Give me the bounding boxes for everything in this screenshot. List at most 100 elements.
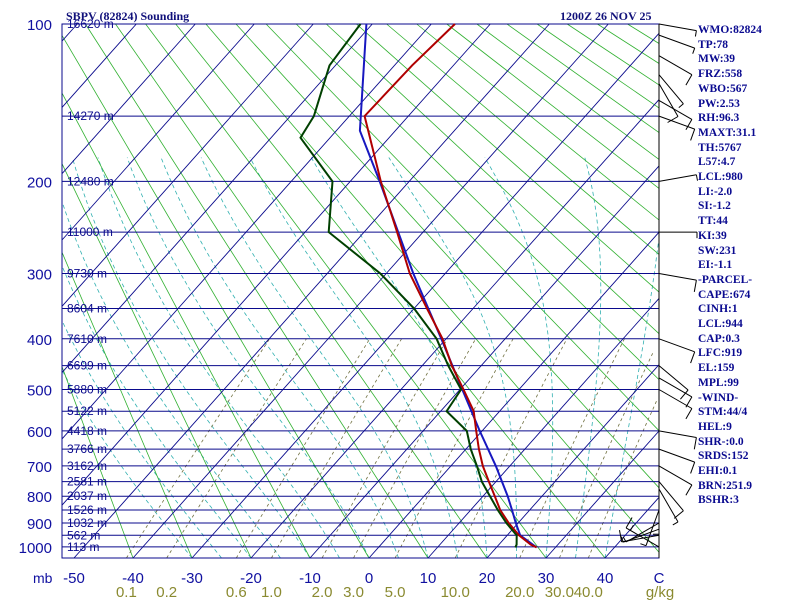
wind-barb	[658, 99, 693, 131]
mixing-ratio-tick-label: g/kg	[646, 584, 674, 600]
moist-adiabat-line	[61, 320, 222, 559]
height-label: 5122 m	[67, 404, 107, 418]
wind-barb-flag	[667, 116, 679, 123]
dry-adiabat-line	[627, 23, 660, 44]
dry-adiabat-line	[326, 23, 660, 334]
index-value: WMO:82824	[698, 24, 762, 36]
dry-adiabat-line	[61, 366, 134, 559]
dry-adiabat-line	[145, 23, 547, 559]
wind-barb-flag	[622, 536, 627, 543]
height-label: 562 m	[67, 528, 100, 542]
mixing-ratio-line	[519, 338, 625, 559]
temperature-tick-label: -20	[240, 570, 262, 587]
wind-barb-shaft	[658, 115, 695, 130]
pressure-tick-label: 500	[27, 383, 52, 400]
height-label: 3766 m	[67, 442, 107, 456]
wind-barb	[658, 488, 679, 526]
wind-barb-shaft	[658, 74, 684, 105]
wind-barb	[658, 34, 696, 54]
index-value: SW:231	[698, 244, 737, 257]
index-value: LFC:919	[698, 347, 743, 360]
index-value: EL:159	[698, 362, 735, 375]
wind-barb	[658, 115, 696, 141]
wind-barb-shaft	[658, 55, 693, 76]
wind-barb-shaft	[625, 527, 660, 548]
dry-adiabat-line	[356, 23, 660, 293]
wind-barb-flag	[673, 510, 684, 519]
dry-adiabat-line	[265, 23, 660, 431]
wind-barb-flag	[685, 396, 693, 408]
dry-adiabats	[61, 23, 660, 559]
wind-barb-flag	[685, 74, 693, 86]
mixing-ratio-line	[394, 338, 514, 559]
wind-barb	[658, 74, 684, 108]
height-label: 8604 m	[67, 302, 107, 316]
index-value: SHR-:0.0	[698, 435, 744, 448]
wind-barb-flag	[620, 536, 624, 543]
temperature-tick-label: 20	[479, 570, 496, 587]
isotherm-line	[250, 99, 660, 559]
moist-adiabat-line	[310, 157, 488, 559]
temperature-tick-label: 30	[538, 570, 555, 587]
mixing-ratio-line	[353, 338, 477, 559]
wind-barb-flag	[685, 408, 693, 420]
wind-barb-flag	[685, 119, 693, 131]
height-label: 6699 m	[67, 359, 107, 373]
wind-barb-flag	[690, 128, 696, 141]
wind-barb-shaft	[658, 365, 689, 391]
dry-adiabat-line	[446, 23, 660, 189]
mixing-ratio-line	[126, 338, 270, 559]
wind-barb-shaft	[658, 23, 697, 32]
temperature-axis: -50 -40 -30 -20 -10 0 10 20 30 40 C	[63, 570, 664, 587]
wind-barb	[658, 481, 684, 519]
dry-adiabat-line	[506, 23, 660, 133]
parcel-trace	[358, 23, 538, 549]
mixing-ratio-tick-label: 0.6	[226, 584, 247, 600]
mixing-ratio-line	[166, 338, 307, 559]
isobars	[62, 23, 659, 548]
isotherm-line	[61, 23, 432, 440]
height-label: 7610 m	[67, 332, 107, 346]
index-value: EI:-1.1	[698, 259, 733, 272]
moist-adiabat-line	[604, 240, 659, 559]
index-value: LCL:944	[698, 318, 743, 330]
mixing-ratio-tick-label: 0.2	[156, 584, 177, 600]
index-value: HEL:9	[698, 420, 732, 433]
wind-barb	[653, 496, 660, 535]
dry-adiabat-line	[416, 23, 660, 221]
dry-adiabat-line	[175, 23, 606, 559]
index-value: SI:-1.2	[698, 200, 731, 213]
dry-adiabat-line	[295, 23, 660, 380]
height-label: 1032 m	[67, 516, 107, 530]
index-value: LI:-2.0	[698, 185, 733, 198]
pressure-tick-label: 600	[27, 424, 52, 441]
pressure-tick-label: 400	[27, 332, 52, 349]
wind-barb	[659, 231, 698, 239]
height-label: 11000 m	[67, 225, 113, 239]
wind-barb-flag	[694, 30, 697, 37]
height-labels: 16620 m 14270 m 12480 m 11000 m 9730 m 8604 m…	[67, 17, 114, 554]
wind-barb-flag	[678, 103, 684, 108]
moist-adiabat-line	[160, 157, 399, 559]
height-label: 1526 m	[67, 503, 107, 517]
mixing-ratio-line	[235, 338, 371, 559]
dry-adiabat-line	[61, 92, 311, 559]
wind-barb-shaft	[658, 465, 693, 486]
mixing-ratio-tick-label: 0.1	[116, 584, 137, 600]
index-value: LCL:980	[698, 171, 743, 183]
isotherms	[61, 23, 660, 559]
wind-barb-flag	[672, 521, 679, 526]
dry-adiabat-line	[566, 23, 660, 86]
wind-barb-shaft	[658, 338, 695, 353]
wind-barb-flag	[693, 280, 697, 292]
wind-barb-shaft	[658, 99, 693, 120]
height-label: 113 m	[67, 540, 99, 554]
wind-barb-flag	[692, 47, 696, 54]
pressure-tick-label: 800	[27, 489, 52, 506]
wind-barb-flag	[693, 437, 697, 450]
mixing-ratio-tick-label: 5.0	[385, 584, 406, 600]
index-value: SRDS:152	[698, 450, 749, 463]
temperature-tick-label: -10	[299, 570, 321, 587]
moist-adiabat-line	[249, 157, 458, 559]
index-value: L57:4.7	[698, 156, 736, 169]
